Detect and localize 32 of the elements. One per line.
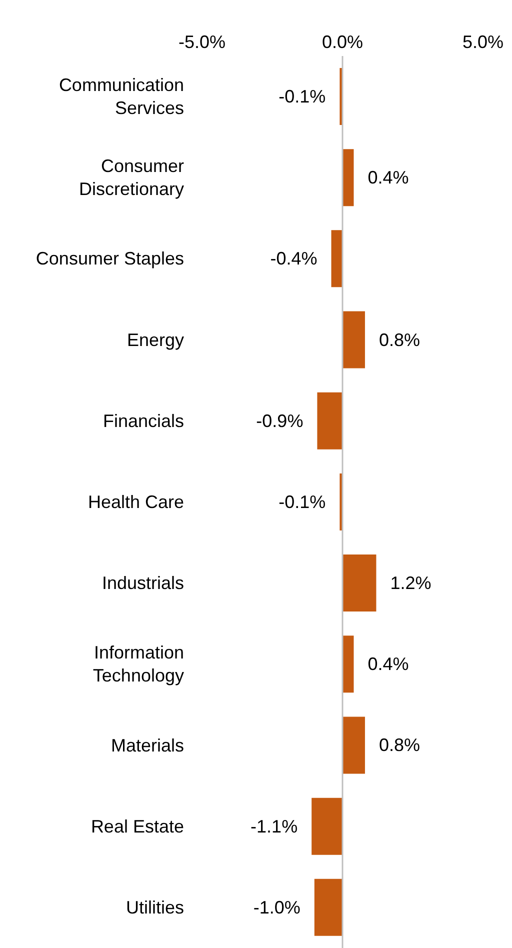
data-label: 0.4% xyxy=(368,168,409,188)
y-tick-label: Information Technology xyxy=(92,642,184,686)
y-tick-label: Consumer Staples xyxy=(36,248,184,269)
bar xyxy=(314,878,342,936)
bar xyxy=(342,716,365,774)
bar xyxy=(342,554,376,612)
y-tick-label: Financials xyxy=(102,410,184,431)
data-label: -0.4% xyxy=(270,248,318,269)
bar xyxy=(317,392,342,450)
data-label: 0.4% xyxy=(368,654,409,674)
x-tick-label: 0.0% xyxy=(322,32,364,52)
y-tick-label: Energy xyxy=(126,330,184,350)
x-tick-label: 5.0% xyxy=(462,32,504,52)
y-tick-label: Real Estate xyxy=(90,816,184,836)
data-label: -0.1% xyxy=(278,492,326,512)
y-tick-label: Industrials xyxy=(102,573,184,594)
data-label: 0.8% xyxy=(378,735,420,756)
data-label: -0.9% xyxy=(256,410,304,431)
y-tick-label: Materials xyxy=(110,735,184,756)
y-tick-label: Communication Services xyxy=(58,75,184,118)
bar xyxy=(342,311,365,368)
y-tick-label: Consumer Discretionary xyxy=(78,156,184,200)
data-label: 1.2% xyxy=(390,573,432,594)
data-label: 0.8% xyxy=(378,330,420,350)
y-tick-label: Utilities xyxy=(126,897,184,918)
x-tick-label: -5.0% xyxy=(178,32,226,52)
bar xyxy=(331,230,342,288)
bar xyxy=(312,798,342,855)
data-label: -1.1% xyxy=(250,816,298,836)
y-tick-label: Health Care xyxy=(88,492,184,512)
data-label: -1.0% xyxy=(253,897,300,918)
data-label: -0.1% xyxy=(278,86,326,106)
